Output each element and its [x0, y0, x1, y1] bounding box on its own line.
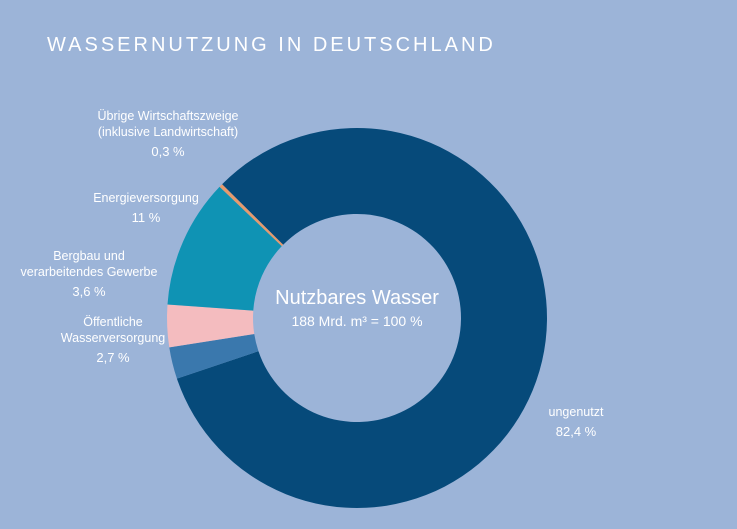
slice-label-energieversorgung: Energieversorgung 11 %	[60, 190, 232, 226]
slice-value-label: 0,3 %	[151, 144, 185, 159]
slice-label-line: Öffentliche	[83, 315, 143, 329]
donut-slice-2	[167, 304, 255, 348]
center-label: Nutzbares Wasser 188 Mrd. m³ = 100 %	[257, 286, 457, 329]
slice-label-line: Bergbau und	[53, 249, 125, 263]
slice-label-ungenutzt: ungenutzt 82,4 %	[536, 404, 616, 440]
chart-title: WASSERNUTZUNG IN DEUTSCHLAND	[47, 34, 496, 56]
slice-label-line: verarbeitendes Gewerbe	[20, 265, 158, 279]
slice-value-label: 82,4 %	[555, 424, 597, 439]
donut-slice-3	[167, 186, 282, 311]
slice-value-label: 11 %	[131, 210, 161, 225]
slice-label-line: Energieversorgung	[93, 191, 199, 205]
donut-slice-1	[169, 334, 259, 379]
slice-value-label: 2,7 %	[96, 350, 130, 365]
slice-label-uebrige-wirtschaftszweige: Übrige Wirtschaftszweige (inklusive Land…	[74, 108, 262, 160]
slice-value-label: 3,6 %	[72, 284, 106, 299]
slice-label-bergbau: Bergbau und verarbeitendes Gewerbe 3,6 %	[6, 248, 172, 300]
slice-label-line: Wasserversorgung	[60, 331, 166, 345]
donut-slice-4	[219, 184, 284, 247]
center-title: Nutzbares Wasser	[275, 287, 439, 309]
donut-slice-0	[176, 128, 547, 509]
slice-label-line: Übrige Wirtschaftszweige	[97, 109, 239, 123]
slice-label-line: ungenutzt	[548, 405, 604, 419]
center-subtitle: 188 Mrd. m³ = 100 %	[291, 313, 423, 329]
slice-label-oeffentliche-wasserversorgung: Öffentliche Wasserversorgung 2,7 %	[28, 314, 198, 366]
slice-label-line: (inklusive Landwirtschaft)	[97, 125, 239, 139]
